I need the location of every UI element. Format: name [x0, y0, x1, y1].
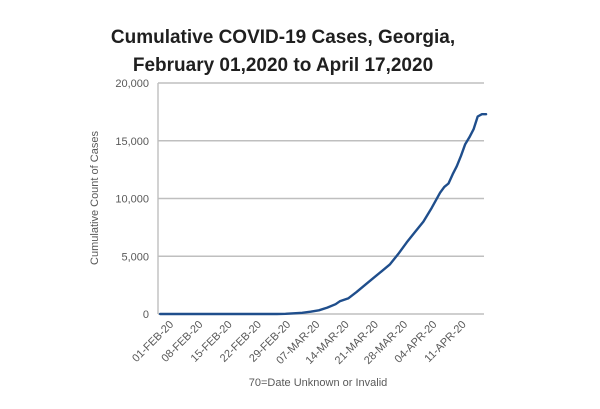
series-lines: [158, 112, 488, 316]
series-line: [158, 112, 488, 316]
chart-title-line-1: Cumulative COVID-19 Cases, Georgia,: [111, 27, 455, 48]
y-tick-label: 15,000: [115, 136, 149, 148]
y-axis-title: Cumulative Count of Cases: [89, 131, 101, 265]
y-tick-label: 5,000: [121, 251, 149, 263]
y-tick-label: 0: [143, 309, 149, 321]
chart-title-line-2: February 01,2020 to April 17,2020: [133, 55, 433, 76]
y-tick-label: 20,000: [115, 78, 149, 90]
y-tick-label: 10,000: [115, 194, 149, 206]
chart-footnote: 70=Date Unknown or Invalid: [249, 377, 388, 389]
y-axis-tick-labels: 0 5,000 10,000 15,000 20,000: [115, 78, 149, 321]
gridlines: [157, 82, 484, 315]
x-axis-tick-labels: 01-FEB-2008-FEB-2015-FEB-2022-FEB-2029-F…: [130, 319, 469, 367]
